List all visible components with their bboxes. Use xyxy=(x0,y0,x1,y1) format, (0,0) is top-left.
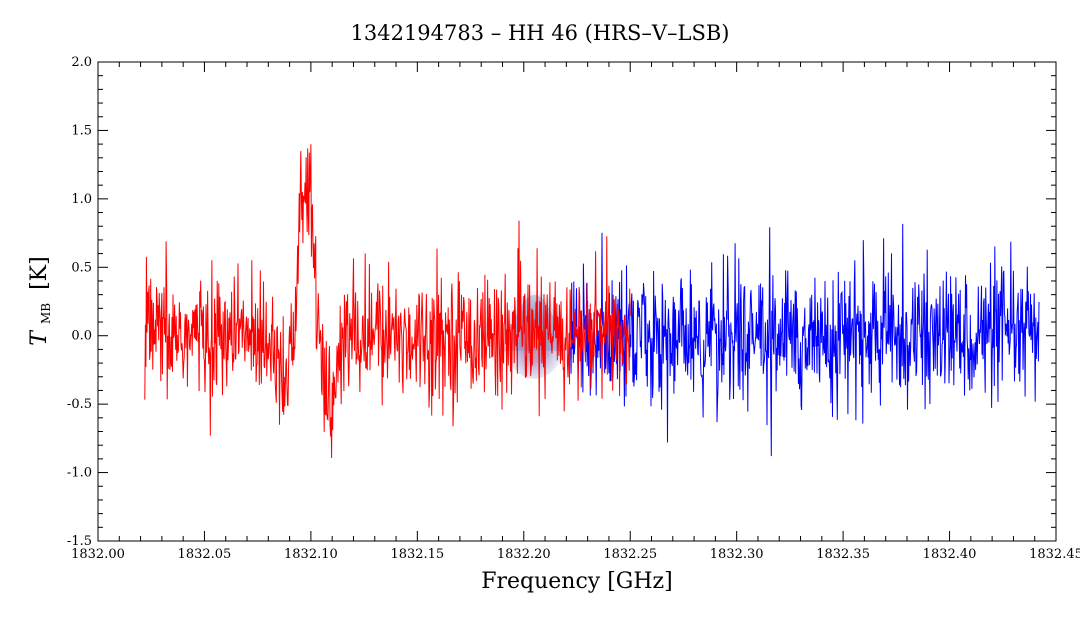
y-tick-label: 2.0 xyxy=(71,55,92,70)
x-tick-label: 1832.40 xyxy=(923,547,977,562)
y-tick-label: 1.5 xyxy=(71,123,92,138)
y-tick-label: 1.0 xyxy=(71,192,92,207)
x-tick-label: 1832.10 xyxy=(284,547,338,562)
x-axis-ticks: 1832.00 1832.05 1832.10 1832.15 1832.20 1832.… xyxy=(71,62,1080,562)
chart-title: 1342194783 – HH 46 (HRS–V–LSB) xyxy=(351,21,730,45)
series-layer xyxy=(144,144,1040,459)
y-axis-label-main: T xyxy=(27,329,52,346)
y-tick-label: -1.0 xyxy=(67,466,92,481)
x-tick-label: 1832.30 xyxy=(710,547,764,562)
series-line xyxy=(144,144,631,459)
x-tick-label: 1832.35 xyxy=(816,547,870,562)
x-tick-label: 1832.25 xyxy=(603,547,657,562)
y-axis-label-group: T MB [K] xyxy=(27,256,56,345)
x-tick-label: 1832.20 xyxy=(497,547,551,562)
y-axis-ticks: -1.5 -1.0 -0.5 0.0 0.5 1.0 1.5 2.0 xyxy=(67,55,1056,549)
x-tick-label: 1832.15 xyxy=(390,547,444,562)
y-tick-label: -0.5 xyxy=(67,397,92,412)
plot-frame xyxy=(97,61,1057,542)
y-tick-label: 0.5 xyxy=(71,260,92,275)
x-tick-label: 1832.00 xyxy=(71,547,125,562)
y-tick-label: 0.0 xyxy=(71,329,92,344)
y-axis-label: T MB [K] xyxy=(27,256,56,345)
x-tick-label: 1832.05 xyxy=(178,547,232,562)
x-axis-label: Frequency [GHz] xyxy=(481,569,673,594)
series-line xyxy=(570,223,1040,457)
y-axis-label-unit: [K] xyxy=(27,256,52,290)
y-axis-label-sub: MB xyxy=(39,303,53,324)
y-tick-label: -1.5 xyxy=(67,534,92,549)
x-tick-label: 1832.45 xyxy=(1029,547,1080,562)
